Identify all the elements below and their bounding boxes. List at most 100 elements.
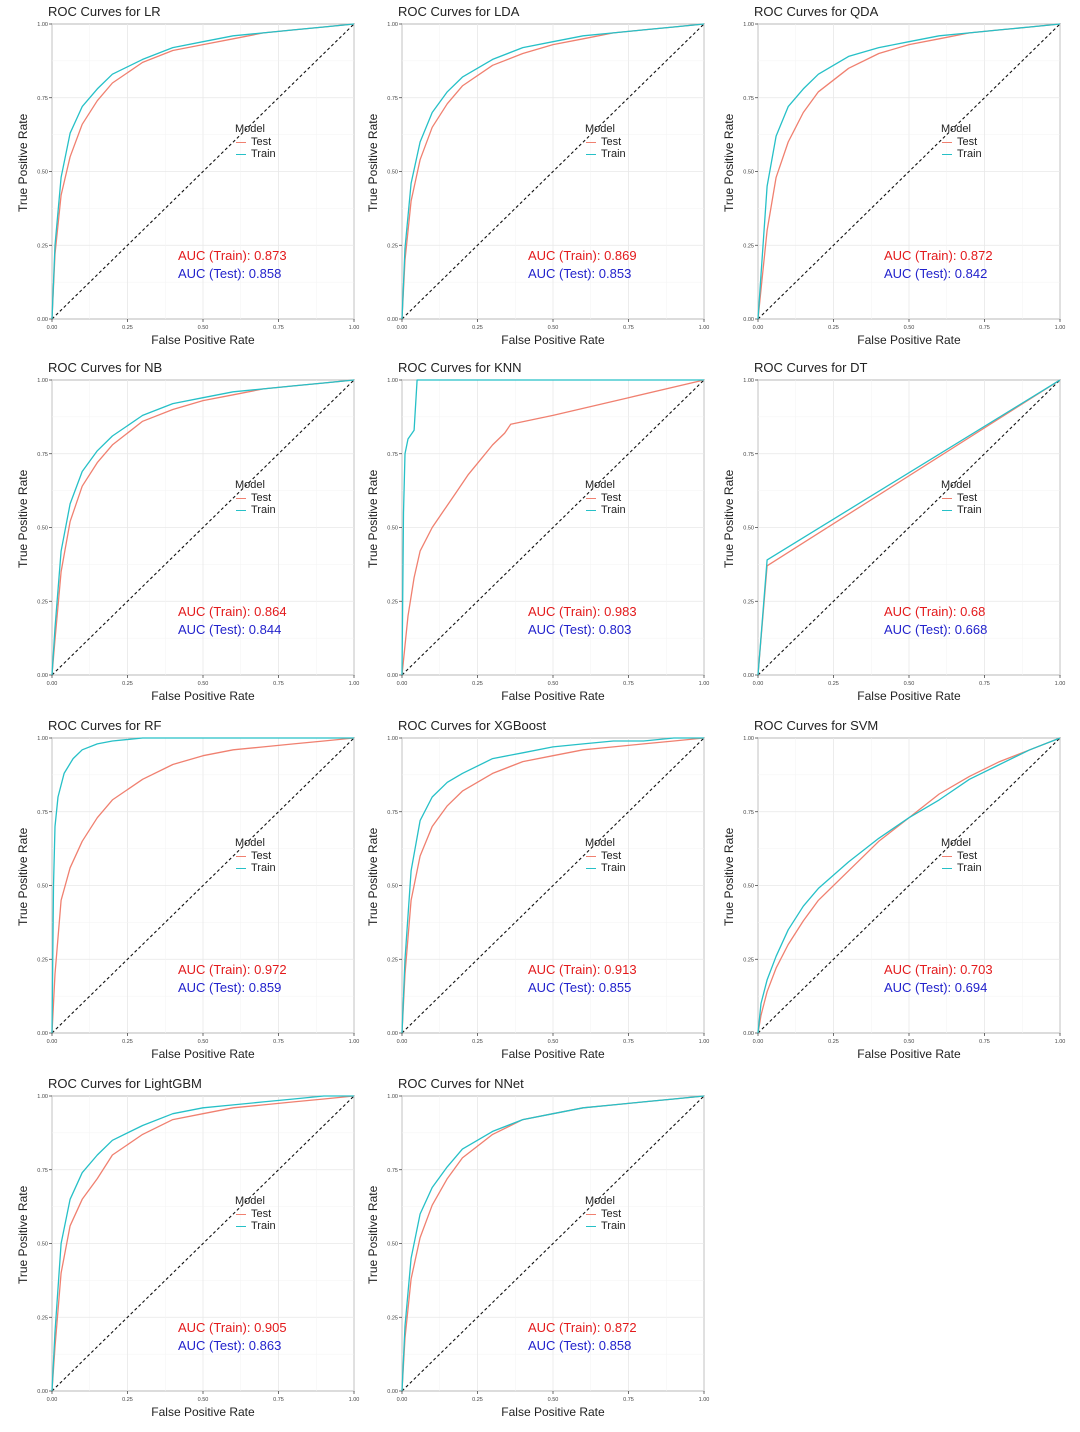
y-axis-label: True Positive Rate <box>16 1185 30 1284</box>
auc-annotation: AUC (Train): 0.703 AUC (Test): 0.694 <box>884 961 993 997</box>
legend: Model Test Train <box>585 479 626 516</box>
y-tick-label: 0.50 <box>743 170 754 176</box>
roc-plot: 0.00 0.25 0.50 0.75 1.00 0.00 0.25 0.50 0.75 1.00 <box>37 736 359 1045</box>
x-tick-label: 0.50 <box>548 1039 559 1045</box>
legend-item-test: Test <box>941 492 982 504</box>
panel-title: ROC Curves for XGBoost <box>398 718 547 733</box>
y-tick-label: 0.50 <box>743 526 754 532</box>
legend-label-train: Train <box>601 1220 626 1232</box>
y-tick-label: 0.50 <box>387 170 398 176</box>
train-roc-line <box>51 1095 354 1392</box>
auc-train-text: AUC (Train): 0.872 <box>528 1320 637 1335</box>
legend-swatch-train <box>236 867 246 869</box>
legend-swatch-test <box>586 497 596 499</box>
legend-label-train: Train <box>601 862 626 874</box>
legend-swatch-train <box>942 867 952 869</box>
x-tick-label: 1.00 <box>699 325 710 331</box>
test-roc-line <box>51 737 355 1034</box>
y-tick-label: 1.00 <box>387 736 398 742</box>
y-tick-label: 0.25 <box>387 957 398 963</box>
roc-panel: 0.00 0.25 0.50 0.75 1.00 0.00 0.25 0.50 0.75 1.00… <box>352 360 709 710</box>
legend-swatch-train <box>942 509 952 511</box>
auc-test-text: AUC (Test): 0.855 <box>528 980 632 995</box>
auc-train-text: AUC (Train): 0.703 <box>884 962 993 977</box>
y-tick-label: 0.50 <box>743 884 754 890</box>
diagonal-reference-line <box>757 23 1061 320</box>
diagonal-reference-line <box>757 379 1061 676</box>
x-tick-label: 0.50 <box>904 681 915 687</box>
legend-item-train: Train <box>235 1220 276 1232</box>
train-roc-line <box>401 379 704 676</box>
y-axis-label: True Positive Rate <box>366 113 380 212</box>
y-axis-label: True Positive Rate <box>16 827 30 926</box>
legend-item-test: Test <box>235 136 276 148</box>
y-tick-label: 0.50 <box>37 1242 48 1248</box>
x-tick-label: 0.25 <box>122 1039 133 1045</box>
legend: Model Test Train <box>585 837 626 874</box>
y-tick-label: 0.75 <box>387 452 398 458</box>
test-roc-line <box>401 379 705 676</box>
auc-test-text: AUC (Test): 0.859 <box>178 980 282 995</box>
legend: Model Test Train <box>585 1195 626 1232</box>
x-axis-label: False Positive Rate <box>501 1047 605 1061</box>
test-roc-line <box>757 737 1061 1034</box>
auc-annotation: AUC (Train): 0.872 AUC (Test): 0.842 <box>884 247 993 283</box>
x-tick-label: 0.75 <box>623 1397 634 1403</box>
legend-item-test: Test <box>235 1208 276 1220</box>
legend-item-train: Train <box>235 504 276 516</box>
y-tick-label: 0.00 <box>743 317 754 323</box>
y-tick-label: 0.00 <box>387 317 398 323</box>
y-axis-label: True Positive Rate <box>366 827 380 926</box>
x-tick-label: 0.00 <box>753 681 764 687</box>
x-tick-label: 0.00 <box>397 1397 408 1403</box>
y-axis-label: True Positive Rate <box>16 469 30 568</box>
x-tick-label: 0.00 <box>753 1039 764 1045</box>
legend-title: Model <box>235 837 265 849</box>
y-tick-label: 1.00 <box>387 1094 398 1100</box>
legend-swatch-test <box>236 141 246 143</box>
roc-plot: 0.00 0.25 0.50 0.75 1.00 0.00 0.25 0.50 0.75 1.00 <box>743 22 1065 331</box>
x-tick-label: 0.75 <box>273 325 284 331</box>
x-tick-label: 0.25 <box>472 1039 483 1045</box>
y-tick-label: 0.00 <box>743 1031 754 1037</box>
legend-swatch-test <box>586 1213 596 1215</box>
train-roc-line <box>757 737 1061 1034</box>
auc-test-text: AUC (Test): 0.844 <box>178 622 282 637</box>
y-tick-label: 0.50 <box>387 884 398 890</box>
y-tick-label: 0.75 <box>37 1168 48 1174</box>
y-tick-label: 1.00 <box>387 22 398 28</box>
legend-item-train: Train <box>941 504 982 516</box>
auc-test-text: AUC (Test): 0.863 <box>178 1338 282 1353</box>
y-tick-label: 0.75 <box>37 810 48 816</box>
legend-swatch-train <box>236 509 246 511</box>
test-roc-line <box>401 737 705 1034</box>
diagonal-reference-line <box>401 379 705 676</box>
y-tick-label: 0.25 <box>37 1315 48 1321</box>
auc-train-text: AUC (Train): 0.872 <box>884 248 993 263</box>
y-axis-label: True Positive Rate <box>16 113 30 212</box>
y-tick-label: 0.75 <box>743 810 754 816</box>
roc-plot: 0.00 0.25 0.50 0.75 1.00 0.00 0.25 0.50 0.75 1.00 <box>387 378 709 687</box>
auc-annotation: AUC (Train): 0.972 AUC (Test): 0.859 <box>178 961 287 997</box>
panel-title: ROC Curves for DT <box>754 360 868 375</box>
x-tick-label: 0.00 <box>397 1039 408 1045</box>
train-roc-line <box>51 737 354 1034</box>
legend-swatch-train <box>942 153 952 155</box>
legend-title: Model <box>941 123 971 135</box>
train-roc-line <box>51 379 355 676</box>
legend-item-train: Train <box>235 862 276 874</box>
y-tick-label: 0.25 <box>743 599 754 605</box>
legend: Model Test Train <box>941 837 982 874</box>
x-tick-label: 1.00 <box>699 1039 710 1045</box>
y-tick-label: 0.50 <box>37 526 48 532</box>
diagonal-reference-line <box>51 737 355 1034</box>
legend-swatch-train <box>586 509 596 511</box>
legend-label-test: Test <box>251 850 272 862</box>
x-tick-label: 0.25 <box>122 681 133 687</box>
roc-plot: 0.00 0.25 0.50 0.75 1.00 0.00 0.25 0.50 0.75 1.00 <box>387 22 710 331</box>
roc-panel: 0.00 0.25 0.50 0.75 1.00 0.00 0.25 0.50 0.75 1.00… <box>2 1076 359 1426</box>
x-tick-label: 0.75 <box>979 1039 990 1045</box>
x-tick-label: 0.75 <box>623 325 634 331</box>
legend-swatch-train <box>586 153 596 155</box>
x-tick-label: 1.00 <box>349 681 360 687</box>
